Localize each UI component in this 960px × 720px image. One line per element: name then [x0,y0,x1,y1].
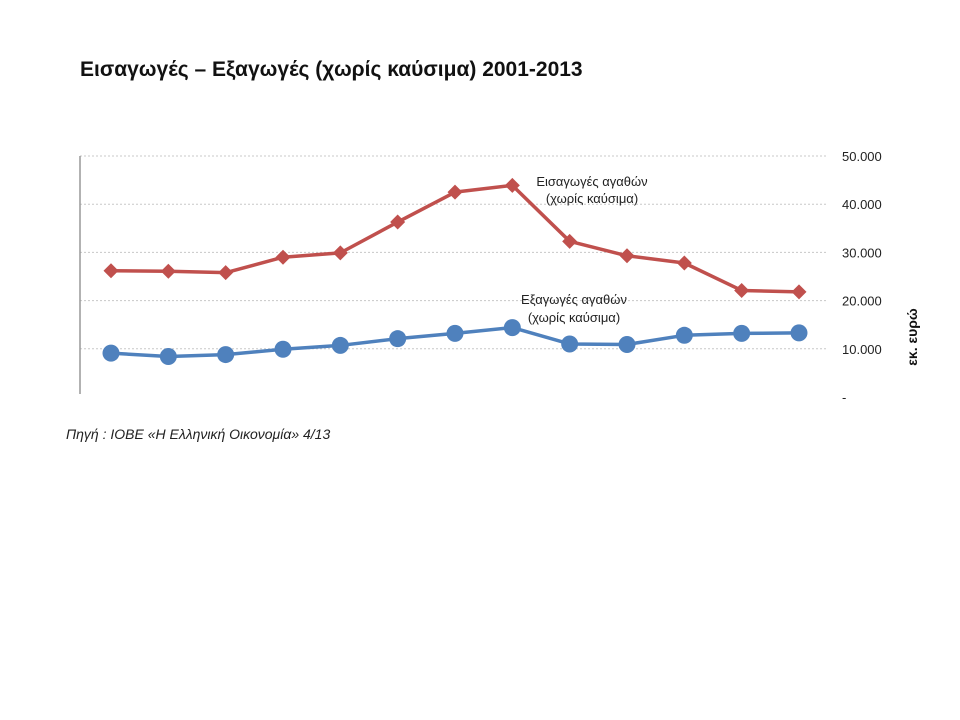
data-point-diamond [562,233,578,249]
data-point-diamond [332,245,348,261]
data-point-diamond [447,184,463,200]
imports-series-label-line2: (χωρίς καύσιμα) [546,191,638,206]
data-point-diamond [390,214,406,230]
y-tick-label: 50.000 [842,149,882,164]
exports-series-label-line1: Εξαγωγές αγαθών [521,292,627,307]
data-point-circle [446,324,464,342]
y-tick-labels: - 10.000 20.000 30.000 40.000 50.000 [842,149,882,405]
data-point-diamond [676,255,692,271]
y-tick-label: - [842,390,846,405]
y-tick-label: 30.000 [842,245,882,260]
imports-series-label-line1: Εισαγωγές αγαθών [536,174,647,189]
data-point-circle [618,335,636,353]
data-point-circle [331,336,349,354]
series-group [102,177,808,366]
data-point-circle [159,348,177,366]
data-point-circle [675,326,693,344]
y-axis-unit-label: εκ. ευρώ [904,308,920,366]
source-note: Πηγή : ΙΟΒΕ «Η Ελληνική Οικονομία» 4/13 [66,426,331,442]
series-line [110,183,800,294]
data-point-circle [790,324,808,342]
series-exports [102,319,808,366]
data-point-circle [561,335,579,353]
data-point-diamond [619,248,635,264]
series-imports [103,177,807,300]
data-point-circle [389,330,407,348]
slide-title: Εισαγωγές – Εξαγωγές (χωρίς καύσιμα) 200… [80,58,583,81]
exports-series-label-line2: (χωρίς καύσιμα) [528,310,620,325]
data-point-circle [217,346,235,364]
data-point-circle [733,324,751,342]
data-point-diamond [734,282,750,298]
data-point-diamond [275,249,291,265]
gridlines [80,155,828,350]
data-point-circle [102,344,120,362]
y-tick-label: 20.000 [842,294,882,309]
y-tick-label: 40.000 [842,197,882,212]
data-point-diamond [504,177,520,193]
series-labels: Εισαγωγές αγαθών (χωρίς καύσιμα) Εξαγωγέ… [521,174,648,325]
data-point-diamond [160,263,176,279]
data-point-diamond [218,265,234,281]
y-tick-label: 10.000 [842,342,882,357]
data-point-circle [503,319,521,337]
data-point-diamond [103,263,119,279]
data-point-circle [274,340,292,358]
data-point-diamond [791,284,807,300]
